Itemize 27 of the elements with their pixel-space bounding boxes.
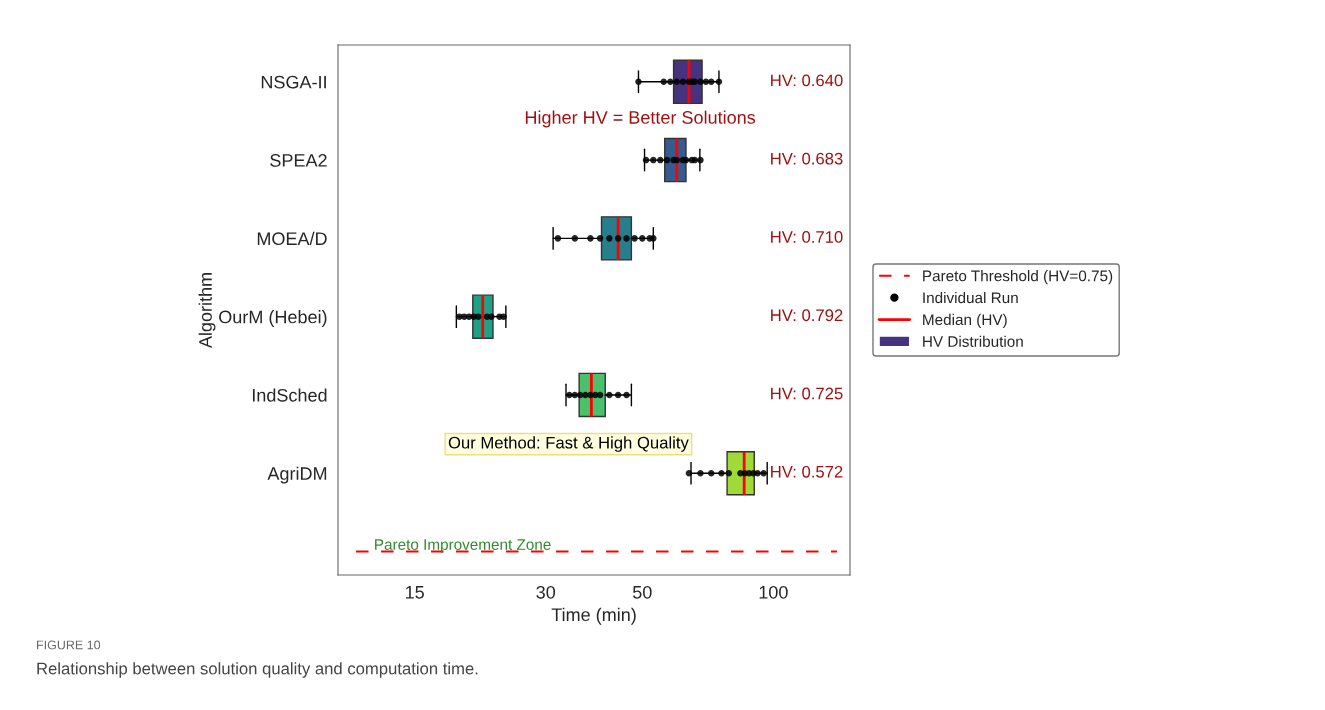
x-tick-label: 100 xyxy=(759,585,788,599)
legend-label: Pareto Threshold (HV=0.75) xyxy=(923,270,1113,285)
annotation: HV: 0.710 xyxy=(771,231,843,243)
y-tick-label: MOEA/D xyxy=(257,231,327,246)
y-tick-label: AgriDM xyxy=(267,466,327,484)
annotation: Pareto Improvement Zone xyxy=(375,539,551,553)
legend-label: HV Distribution xyxy=(923,335,1023,347)
y-tick-label: SPEA2 xyxy=(270,154,327,167)
y-tick-label: NSGA-II xyxy=(261,75,326,89)
x-tick-label: 30 xyxy=(536,585,556,599)
y-tick-label: OurM (Hebei) xyxy=(219,310,327,327)
annotation: HV: 0.683 xyxy=(771,152,843,165)
annotation: HV: 0.572 xyxy=(771,465,843,478)
annotation: HV: 0.792 xyxy=(771,309,843,322)
y-tick-label: IndSched xyxy=(252,388,327,402)
legend-label: Individual Run xyxy=(923,291,1018,304)
annotation: Higher HV = Better Solutions xyxy=(525,110,756,128)
x-tick-label: 15 xyxy=(406,586,424,599)
x-axis-title: Time (min) xyxy=(551,607,636,625)
annotation: Our Method: Fast & High Quality xyxy=(448,436,689,452)
annotation: HV: 0.725 xyxy=(771,387,843,400)
caption: FIGURE 10 xyxy=(37,640,101,650)
x-tick-label: 50 xyxy=(632,585,652,599)
text: Median (HV) xyxy=(923,313,1007,329)
text: Relationship between solution quality and computation time. xyxy=(37,662,478,678)
y-axis-title: Algorithm xyxy=(198,273,216,349)
annotation: HV: 0.640 xyxy=(771,74,843,87)
